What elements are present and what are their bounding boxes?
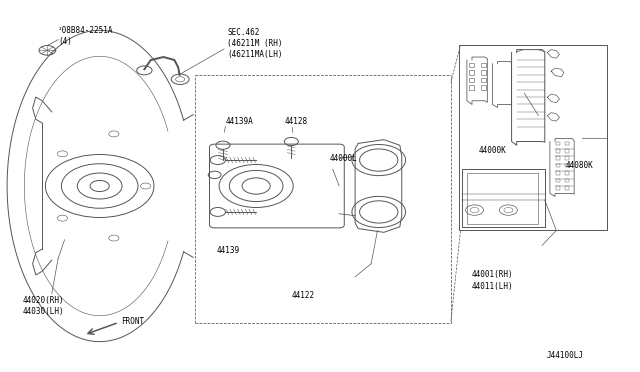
Bar [565,156,569,160]
Bar [481,63,486,67]
Bar [565,149,569,153]
Bar [565,179,569,182]
Bar [565,171,569,175]
Bar [481,85,486,90]
Bar [481,70,486,75]
Text: 44139: 44139 [216,246,239,255]
Text: 44001(RH)
44011(LH): 44001(RH) 44011(LH) [472,270,514,291]
Bar [468,70,474,75]
Text: ¹08B84-2251A
(4): ¹08B84-2251A (4) [58,26,114,46]
Bar [556,186,560,190]
Text: 44020(RH)
44030(LH): 44020(RH) 44030(LH) [23,296,65,317]
Text: SEC.462
(46211M (RH)
(46211MA(LH): SEC.462 (46211M (RH) (46211MA(LH) [227,28,283,59]
Bar [565,164,569,167]
Bar [467,173,538,224]
Bar [556,171,560,175]
Bar [460,45,607,231]
Bar [556,141,560,145]
Text: FRONT: FRONT [121,317,144,326]
Text: 44000K: 44000K [478,146,506,155]
Bar [565,186,569,190]
Bar [481,78,486,82]
Bar [468,85,474,90]
Text: 44080K: 44080K [566,161,594,170]
Text: 44139A: 44139A [225,117,253,126]
Bar [468,78,474,82]
Bar [462,169,545,227]
Bar [468,63,474,67]
Text: 44000L: 44000L [330,154,357,163]
Bar [556,149,560,153]
FancyBboxPatch shape [209,144,344,228]
Text: 44128: 44128 [285,117,308,126]
Text: J44100LJ: J44100LJ [547,351,584,360]
Bar [556,179,560,182]
Bar [556,164,560,167]
Text: 44122: 44122 [291,291,314,300]
Bar [565,141,569,145]
Bar [556,156,560,160]
